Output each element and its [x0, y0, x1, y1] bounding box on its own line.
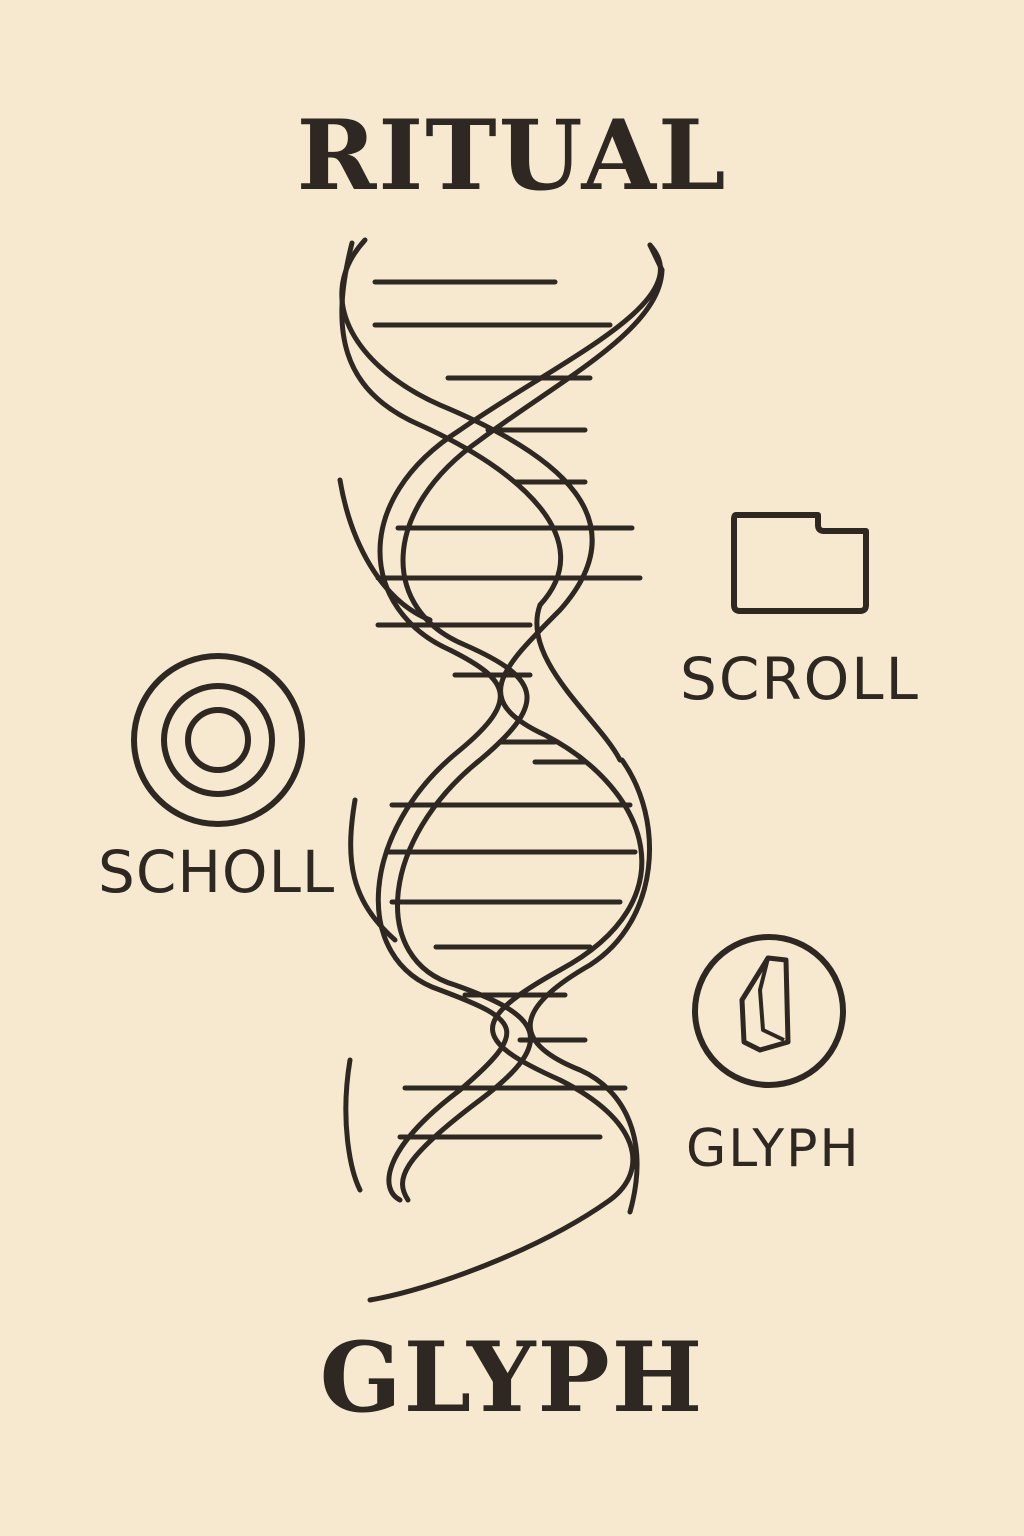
poster-subtitle: GLYPH	[319, 1321, 705, 1434]
glyph-label-right: GLYPH	[686, 1119, 861, 1179]
concentric-circles-icon	[131, 653, 305, 827]
scroll-label-left: SCHOLL	[98, 838, 336, 906]
scroll-label-right: SCROLL	[680, 645, 920, 713]
folder-icon	[731, 512, 869, 614]
poster-title: RITUAL	[296, 99, 728, 212]
crystal-glyph-icon	[692, 934, 846, 1088]
